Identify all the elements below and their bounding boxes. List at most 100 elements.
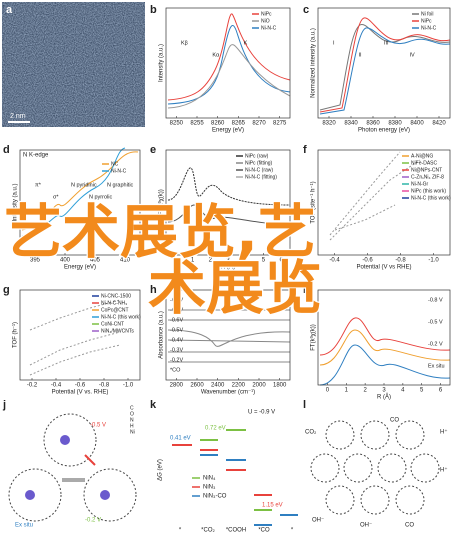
x-tick-label: 405 [90, 258, 101, 264]
x-tick-label: * [179, 528, 182, 534]
y-axis-label: FT(k³χ(k)) [311, 324, 317, 350]
x-tick-label: -0.8 [395, 258, 406, 264]
plot-frame [19, 149, 141, 256]
circle [8, 468, 62, 522]
x-tick-label: 4 [401, 388, 405, 394]
legend-label: NiFe-DASC [411, 160, 438, 166]
legend-label: NiPc (fitting) [245, 160, 273, 166]
x-axis-label: Potential (V vs. RHE) [52, 390, 109, 396]
panel-label: b [150, 4, 157, 16]
legend-label: NiN₃-CO [203, 494, 227, 500]
annotation: -0.2V [170, 357, 183, 363]
panel-label: g [3, 284, 10, 296]
atom [25, 490, 35, 500]
annotation: IV [410, 52, 416, 58]
x-tick-label: 3 [382, 388, 386, 394]
x-tick-label: 1 [345, 388, 349, 394]
legend-label: NC [111, 161, 119, 167]
panel-label: k [150, 399, 157, 411]
x-tick-label: 400 [60, 258, 71, 264]
x-tick-label: 8400 [410, 121, 424, 127]
x-tick-label: * [291, 528, 294, 534]
y-axis-label: TOF (h⁻¹) [13, 322, 19, 348]
x-tick-label: 8320 [322, 121, 336, 127]
x-tick-label: 8380 [388, 121, 402, 127]
curve [21, 147, 126, 237]
circle [395, 485, 425, 515]
x-tick-label: 8260 [211, 121, 225, 127]
panel-label: c [303, 4, 309, 16]
energy-levels [172, 429, 298, 526]
x-tick-label: 395 [30, 258, 41, 264]
circle [43, 413, 97, 467]
energy-label: 0.72 eV [205, 426, 226, 432]
x-tick-label: 8275 [273, 121, 287, 127]
annotation: -0.2 V [85, 518, 101, 524]
x-tick-label: 6 [279, 258, 283, 264]
curve [167, 13, 291, 101]
x-tick-label: 8255 [190, 121, 204, 127]
curves [21, 13, 451, 386]
curve [167, 204, 291, 226]
panel-label: d [3, 144, 10, 156]
panel-label: j [2, 399, 6, 411]
y-axis-label: ΔG (eV) [158, 459, 164, 481]
x-tick-label: -1.0 [428, 258, 439, 264]
legend-label: CoNi-CNT [101, 321, 124, 327]
micrograph-texture [2, 2, 145, 127]
annotation: N pyrrolic [89, 194, 112, 200]
x-tick-label: -0.2 [27, 383, 38, 389]
x-tick-label: -0.6 [75, 383, 86, 389]
x-tick-label: 8270 [252, 121, 266, 127]
annotation: -0.2 V [428, 341, 443, 347]
y-axis-label: Intensity (a.u.) [13, 183, 19, 221]
circle [325, 485, 355, 515]
legend-label: Ni-N-Gr [411, 181, 429, 187]
x-axis-label: R (Å) [221, 264, 235, 271]
y-axis-label: Intensity (a.u.) [159, 44, 165, 82]
species-label: OH⁻ [360, 523, 372, 529]
x-axis-label: Photon energy (eV) [358, 128, 410, 134]
circles-l [310, 420, 440, 515]
legend-label: NiN₄/MWCNTs [101, 328, 134, 334]
curve [329, 151, 421, 241]
x-tick-label: *CO₂ [201, 528, 215, 534]
annotation: *CO [170, 367, 181, 373]
legend-label: Ni-N-C (this work) [101, 314, 141, 320]
legend-label: H [130, 423, 134, 429]
legend-label: Ni-CNC-1500 [101, 293, 131, 299]
species-label: CO [390, 418, 399, 424]
annotation: II [359, 52, 363, 58]
level [172, 444, 272, 496]
legend-label: Ni-N-C [421, 25, 437, 31]
x-tick-label: 2 [363, 388, 367, 394]
annotation: π* [35, 182, 42, 188]
circle [377, 453, 407, 483]
legend-label: Ni-N-C (fitting) [245, 174, 277, 180]
x-tick-label: 2 [209, 258, 213, 264]
y-axis-label: Normalized intensity (a.u.) [311, 28, 317, 98]
legend-label: NiPc [421, 18, 432, 24]
legend-label: Ni-N-C (raw) [245, 167, 273, 173]
annotation: -0.3V [170, 347, 183, 353]
x-tick-label: 3 [226, 258, 230, 264]
annotation: σ* [53, 194, 59, 200]
annotation: -0.5 V [428, 319, 443, 325]
curve [21, 151, 139, 231]
legend-label: NiPc [261, 11, 272, 17]
x-tick-label: 8340 [344, 121, 358, 127]
x-axis-label: Energy (eV) [64, 265, 96, 271]
curve [319, 24, 451, 111]
curve [167, 167, 291, 206]
x-tick-label: -0.8 [99, 383, 110, 389]
annotation: -0.5 V [90, 423, 106, 429]
scale-bar-label: 2 nm [10, 113, 26, 120]
x-tick-label: 1800 [273, 383, 287, 389]
x-tick-label: 8265 [232, 121, 246, 127]
annotation: Kα [212, 52, 220, 58]
legend-label: Ni-N-C [111, 168, 127, 174]
x-tick-label: *COOH [226, 528, 246, 534]
x-axis-label: Energy (eV) [212, 128, 244, 134]
x-tick-label: 5 [262, 258, 266, 264]
